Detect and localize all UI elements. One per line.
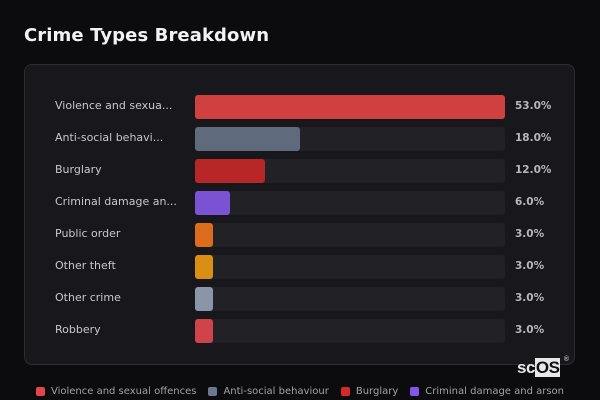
bar-label: Public order [55,227,121,240]
bar-label: Other crime [55,291,121,304]
bar-percent: 3.0% [515,292,545,304]
bar-row: Other theft 3.0% [55,255,555,279]
bar-percent: 12.0% [515,164,552,176]
bar-row: Violence and sexua... 53.0% [55,95,555,119]
bar-track [195,159,505,183]
bar-track [195,223,505,247]
legend-swatch-icon [340,387,350,396]
bar-fill [195,191,231,215]
bar-row: Criminal damage an... 6.0% [55,191,555,215]
legend-label: Criminal damage and arson [425,386,565,397]
bar-fill [195,255,213,279]
bar-percent: 6.0% [515,196,545,208]
bar-fill [195,287,213,311]
bar-label: Burglary [55,163,102,176]
bar-row: Public order 3.0% [55,223,555,247]
legend-label: Burglary [355,386,399,397]
bar-label: Violence and sexua... [55,99,173,112]
bar-fill [195,319,213,343]
legend-swatch-icon [208,387,218,396]
bar-label: Robbery [55,323,101,336]
bar-label: Anti-social behavi... [55,131,164,144]
legend-label: Violence and sexual offences [50,386,197,397]
bar-row: Other crime 3.0% [55,287,555,311]
bar-track [195,255,505,279]
legend-item[interactable]: Violence and sexual offences [35,386,197,397]
bar-percent: 53.0% [515,100,552,112]
legend-swatch-icon [410,387,420,396]
registered-mark: ® [563,356,569,363]
legend-label: Anti-social behaviour [223,386,329,397]
bar-percent: 18.0% [515,132,552,144]
bar-track [195,191,505,215]
scos-logo: scOS ® [517,356,569,378]
page-title: Crime Types Breakdown [24,25,270,46]
bar-track [195,319,505,343]
legend-item[interactable]: Burglary [340,386,399,397]
chart-legend: Violence and sexual offences Anti-social … [0,386,600,397]
legend-item[interactable]: Criminal damage and arson [410,386,564,397]
bar-track [195,287,505,311]
bar-fill [195,127,301,151]
bar-track [195,127,505,151]
bar-fill [195,159,266,183]
legend-item[interactable]: Anti-social behaviour [208,386,329,397]
bar-track [195,95,505,119]
bar-label: Criminal damage an... [55,195,177,208]
logo-sc: sc [517,358,535,377]
bar-percent: 3.0% [515,324,545,336]
bar-label: Other theft [55,259,116,272]
chart-card: Violence and sexua... 53.0% Anti-social be… [24,64,575,365]
bar-fill [195,95,505,119]
bar-percent: 3.0% [515,260,545,272]
bar-row: Robbery 3.0% [55,319,555,343]
bar-row: Burglary 12.0% [55,159,555,183]
legend-swatch-icon [35,387,45,396]
bar-percent: 3.0% [515,228,545,240]
logo-os: OS [534,358,561,377]
bar-row: Anti-social behavi... 18.0% [55,127,555,151]
bar-fill [195,223,213,247]
